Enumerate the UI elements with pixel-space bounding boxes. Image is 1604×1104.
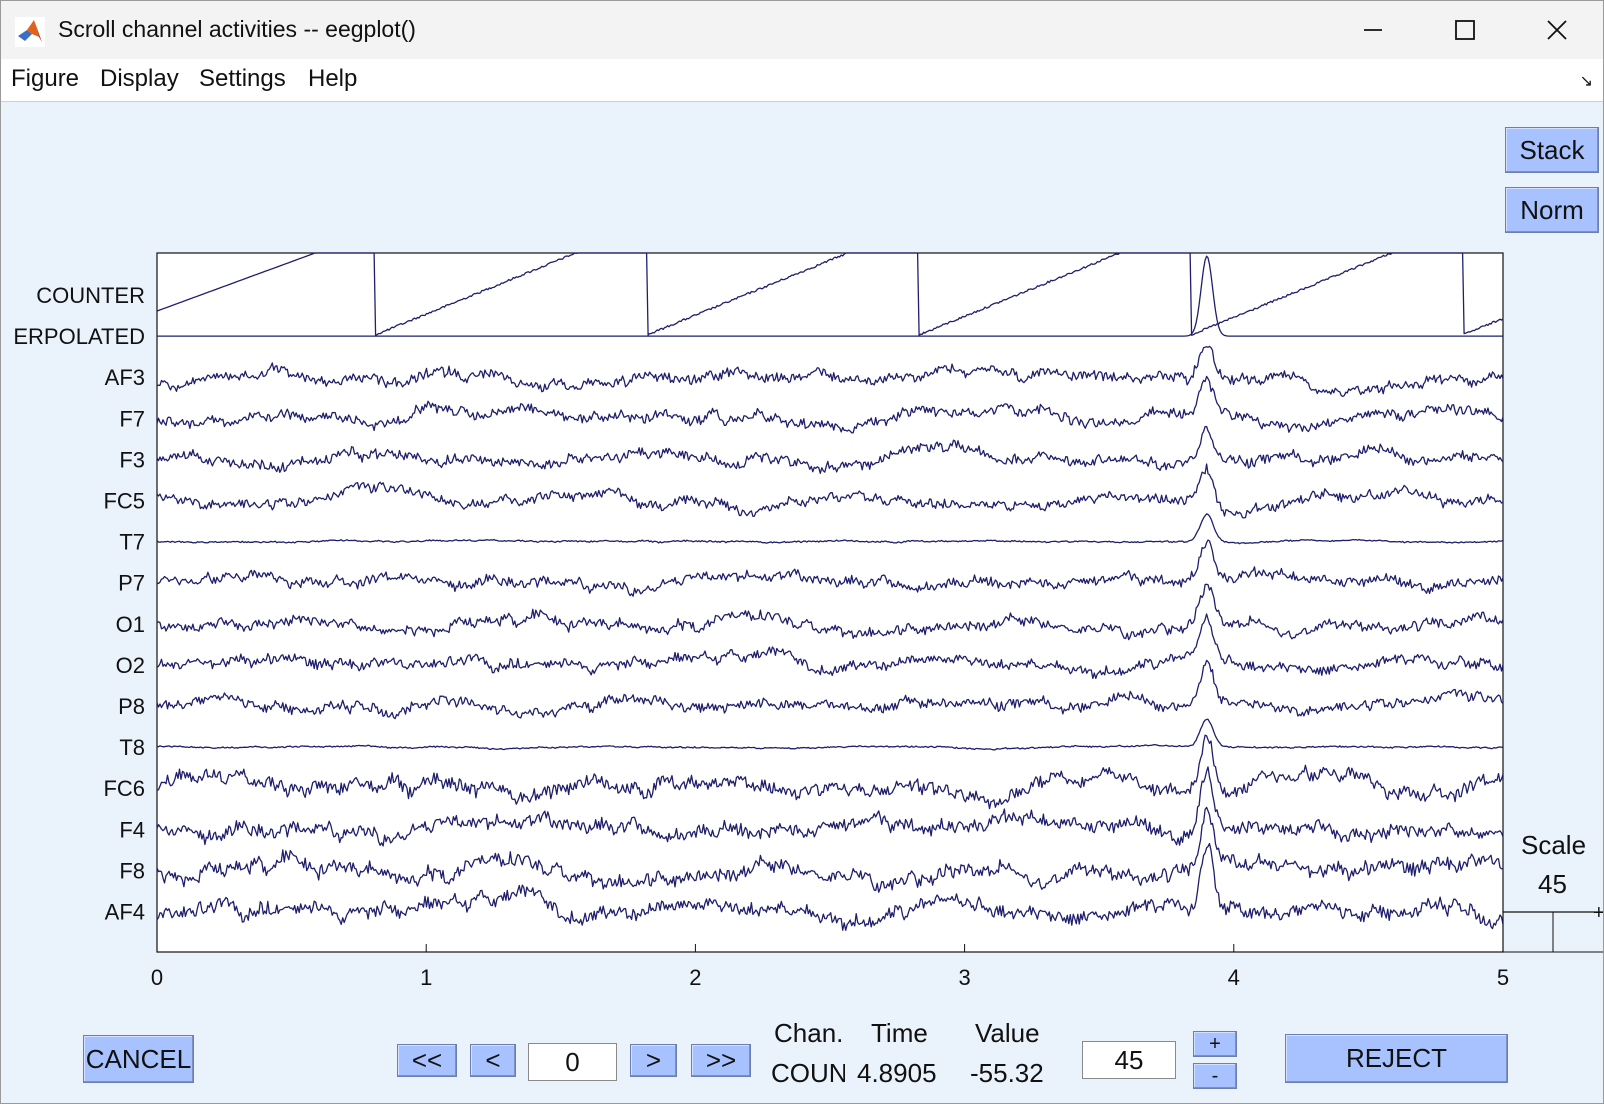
trace-f3 bbox=[156, 425, 1504, 474]
trace-fc5 bbox=[156, 463, 1504, 519]
trace-f8 bbox=[156, 806, 1504, 893]
menu-bar: Figure Display Settings Help ↘ bbox=[1, 59, 1603, 102]
scroll-first-button[interactable]: << bbox=[397, 1044, 457, 1077]
x-tick-label: 0 bbox=[151, 965, 163, 990]
norm-button[interactable]: Norm bbox=[1505, 187, 1599, 233]
time-label: Time bbox=[871, 1018, 928, 1048]
trace-af4 bbox=[156, 842, 1504, 931]
channel-label: F7 bbox=[119, 406, 145, 431]
channel-label: FC6 bbox=[103, 776, 145, 801]
trace-o1 bbox=[156, 583, 1504, 641]
channel-label: AF4 bbox=[105, 900, 145, 925]
reject-button[interactable]: REJECT bbox=[1285, 1034, 1508, 1083]
chan-readout: COUN bbox=[771, 1058, 845, 1088]
channel-label: COUNTER bbox=[36, 283, 145, 308]
trace-p7 bbox=[156, 539, 1504, 597]
x-tick-label: 2 bbox=[689, 965, 701, 990]
minimize-icon bbox=[1364, 29, 1382, 31]
trace-erpolated bbox=[157, 255, 1503, 337]
channel-label-group: COUNTER ERPOLATED AF3 F7 F3 FC5 T7 P7 O1 O2 P8 T8 FC… bbox=[13, 283, 145, 925]
window-title: Scroll channel activities -- eegplot() bbox=[58, 16, 416, 42]
channel-label: O2 bbox=[116, 653, 145, 678]
scroll-next-button[interactable]: > bbox=[630, 1044, 677, 1077]
scale-label: Scale bbox=[1521, 830, 1587, 860]
position-input[interactable]: 0 bbox=[528, 1043, 617, 1081]
x-tick-label: 4 bbox=[1228, 965, 1240, 990]
channel-label: T7 bbox=[119, 530, 145, 555]
scale-plus-marker: + bbox=[1593, 902, 1603, 924]
value-label: Value bbox=[975, 1018, 1040, 1048]
channel-label: O1 bbox=[116, 612, 145, 637]
title-bar[interactable]: Scroll channel activities -- eegplot() bbox=[1, 1, 1603, 59]
trace-group bbox=[156, 252, 1504, 931]
trace-o2 bbox=[156, 613, 1504, 680]
menu-help[interactable]: Help bbox=[308, 65, 358, 92]
scale-decrease-button[interactable]: - bbox=[1193, 1063, 1237, 1089]
close-button[interactable] bbox=[1511, 1, 1603, 59]
channel-label: F3 bbox=[119, 447, 145, 472]
plot-area[interactable] bbox=[156, 252, 1504, 953]
trace-fc6 bbox=[156, 734, 1504, 810]
x-tick-label: 1 bbox=[420, 965, 432, 990]
channel-label: FC5 bbox=[103, 489, 145, 514]
trace-af3 bbox=[156, 345, 1504, 398]
trace-counter bbox=[156, 252, 1504, 337]
cancel-button[interactable]: CANCEL bbox=[83, 1035, 194, 1083]
scroll-prev-button[interactable]: < bbox=[470, 1044, 516, 1077]
scale-value: 45 bbox=[1538, 869, 1567, 899]
channel-label: F8 bbox=[119, 858, 145, 883]
eeg-plot[interactable]: COUNTER ERPOLATED AF3 F7 F3 FC5 T7 P7 O1 O2 P8 T8 FC… bbox=[1, 1, 1603, 991]
maximize-icon bbox=[1455, 20, 1475, 40]
trace-p8 bbox=[156, 659, 1504, 720]
channel-label: F4 bbox=[119, 817, 145, 842]
x-tick-group: 0 1 2 3 4 5 bbox=[151, 944, 1509, 990]
trace-t7 bbox=[156, 513, 1504, 545]
close-icon bbox=[1547, 20, 1567, 40]
trace-t8 bbox=[156, 718, 1504, 751]
matlab-logo-icon bbox=[15, 17, 45, 47]
value-readout: -55.32 bbox=[970, 1058, 1044, 1088]
minimize-button[interactable] bbox=[1327, 1, 1419, 59]
menu-display[interactable]: Display bbox=[100, 65, 179, 92]
chan-label: Chan. bbox=[774, 1018, 844, 1048]
channel-label: P8 bbox=[118, 694, 145, 719]
x-tick-label: 5 bbox=[1497, 965, 1509, 990]
menu-figure[interactable]: Figure bbox=[11, 65, 80, 92]
scroll-last-button[interactable]: >> bbox=[691, 1044, 751, 1077]
trace-f7 bbox=[156, 375, 1504, 434]
maximize-button[interactable] bbox=[1419, 1, 1511, 59]
channel-label: P7 bbox=[118, 571, 145, 596]
stack-button[interactable]: Stack bbox=[1505, 127, 1599, 173]
trace-f4 bbox=[156, 766, 1504, 847]
menu-settings[interactable]: Settings bbox=[199, 65, 286, 92]
time-readout: 4.8905 bbox=[857, 1058, 937, 1088]
channel-label: T8 bbox=[119, 735, 145, 760]
scale-bar: + bbox=[1502, 902, 1603, 953]
channel-label: ERPOLATED bbox=[13, 324, 145, 349]
channel-label: AF3 bbox=[105, 365, 145, 390]
dock-arrow-icon[interactable]: ↘ bbox=[1579, 73, 1593, 90]
x-tick-label: 3 bbox=[958, 965, 970, 990]
scale-increase-button[interactable]: + bbox=[1193, 1031, 1237, 1057]
scale-input[interactable]: 45 bbox=[1082, 1041, 1176, 1079]
